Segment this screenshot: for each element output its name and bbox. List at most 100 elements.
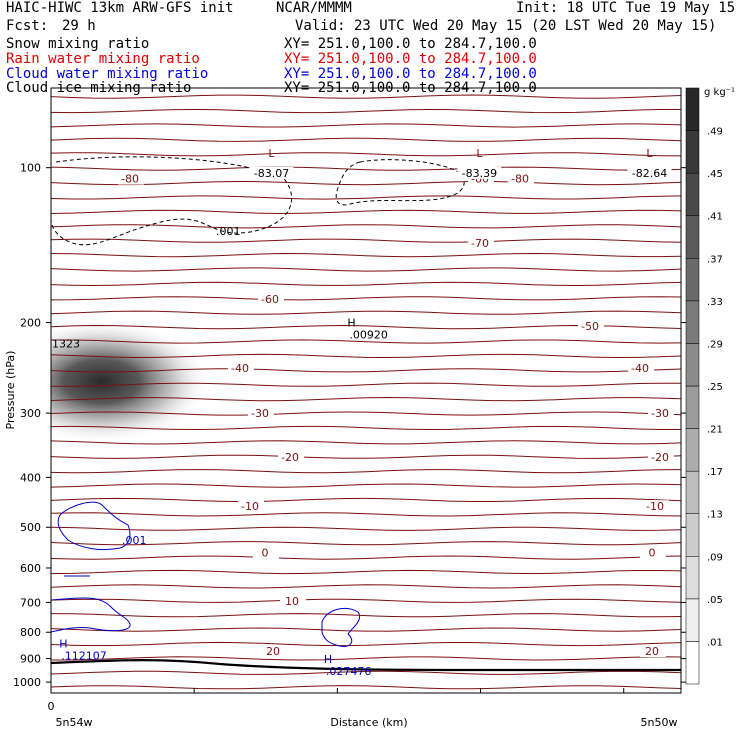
temperature-label: -80 [121,173,139,186]
temperature-label-bg [253,546,279,559]
low-value: -83.07 [254,167,289,180]
cloud-ice-contour [50,156,293,246]
temperature-label: -50 [581,320,599,333]
temperature-contour-line [51,382,681,387]
field-snow-xy: XY= 251.0,100.0 to 284.7,100.0 [284,36,537,52]
temperature-contour-line [51,137,681,142]
colorbar-level-label: .05 [707,595,723,606]
colorbar-swatch [685,513,700,557]
temperature-label-bg [258,293,284,306]
temperature-label: -10 [241,500,259,513]
cloud-water-contours [50,501,361,647]
snow-shading [51,319,212,444]
colorbar-level-label: .37 [707,254,723,265]
temperature-label-bg [640,546,666,559]
colorbar-swatch [685,470,700,514]
colorbar: .01 .05 .09 .13 .17 .21 .25 .29 .33 .37 .41 .45 .49 g… [685,87,735,685]
temperature-contour-line [51,368,681,373]
colorbar-swatch [685,215,700,259]
colorbar-swatch [685,258,700,302]
temperature-contour-line [51,584,681,589]
x-start-label: 0 [48,700,55,713]
terrain-surface [50,659,681,672]
temperature-contour-line [51,281,681,287]
colorbar-swatch [685,300,700,344]
colorbar-level-label: .13 [707,510,723,521]
temperature-label-bg [628,361,654,374]
forecast-hours: 29 h [62,18,96,34]
colorbar-level-label: .25 [707,382,723,393]
colorbar-swatch [685,172,700,216]
y-tick-label: 700 [20,596,41,609]
colorbar-swatch [685,343,700,387]
temperature-contour-line [51,613,681,618]
temperature-contour-line [51,627,681,632]
cloud-ice-high-marker: H [347,317,355,330]
temperature-label-bg [278,450,304,463]
forecast-label: Fcst: [6,18,49,34]
colorbar-swatch [685,87,700,131]
temperature-contour-line [51,324,681,330]
temperature-contour-line [51,656,681,661]
colorbar-swatch [685,598,700,642]
x-right-label: 5n50w [641,716,678,729]
temperature-label: 0 [262,547,269,560]
temperature-contour-line [51,440,681,445]
temperature-label-bg [643,500,669,513]
temperature-contour-line [51,195,681,200]
cloud-water-label: .001 [122,534,147,547]
y-tick-label: 400 [20,471,41,484]
temperature-contour-line [51,512,681,517]
temperature-contour-line [51,670,681,675]
colorbar-swatch [685,641,700,685]
temperature-label: -30 [251,407,269,420]
field-cloudwater-xy: XY= 251.0,100.0 to 284.7,100.0 [284,66,537,82]
model-title: HAIC-HIWC 13km ARW-GFS init [6,0,234,16]
temperature-label-bg [261,644,287,657]
colorbar-level-label: .09 [707,552,723,563]
field-cloudwater-name: Cloud water mixing ratio [6,66,209,82]
temperature-contour-line [51,152,681,157]
low-label-bg [457,166,502,179]
cloud-water-contour [57,501,131,551]
temperature-label: -40 [631,362,649,375]
low-label-bg [249,166,294,179]
y-tick-label: 300 [20,407,41,420]
plot-frame [50,87,682,694]
field-rain-name: Rain water mixing ratio [6,51,200,67]
temperature-contour-line [51,310,681,315]
temperature-label: 0 [649,547,656,560]
temperature-label-bg [248,407,274,420]
temperature-contour-line [51,252,681,258]
temperature-contour-line [51,353,681,359]
cloud-water-high-value: .112107 [61,649,107,662]
cloud-water-contour [50,575,131,633]
temperature-contour-line [51,108,681,114]
snow-peak-label: 1323 [52,338,80,351]
snow-shading-layer [51,319,212,444]
colorbar-level-label: .49 [707,127,723,138]
temperature-label-bg [118,172,144,185]
temperature-contour-line [51,555,681,560]
temperature-label: -60 [261,293,279,306]
temperature-contour-line [51,180,681,186]
temperature-label-bg [578,319,604,332]
temperature-contour-line [51,209,681,215]
temperature-contour-line [51,641,681,647]
low-value: -82.64 [632,167,667,180]
temperature-contours [51,94,681,690]
low-marker: L [646,147,653,160]
y-tick-label: 200 [20,317,41,330]
temperature-contour-line [51,541,681,546]
temperature-contour-line [51,166,681,171]
colorbar-level-label: .29 [707,339,723,350]
temperature-contour-line [51,469,681,474]
temperature-contour-line [51,238,681,243]
temperature-label: -20 [281,451,299,464]
colorbar-level-label: .01 [707,637,723,648]
colorbar-swatch [685,428,700,472]
terrain-line [50,659,681,672]
y-tick-label: 800 [20,626,41,639]
